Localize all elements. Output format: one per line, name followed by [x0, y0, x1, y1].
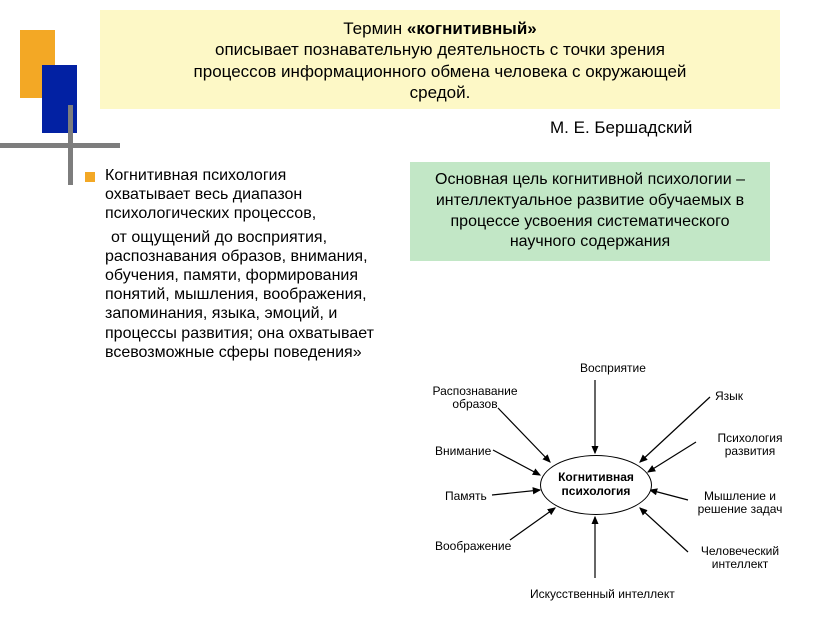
node-label-ai: Искусственный интеллект [530, 588, 675, 601]
arrow-human-int [640, 508, 688, 552]
node-label-human-int: Человеческий интеллект [690, 545, 790, 571]
diagram-hub: Когнитивная психология [540, 455, 652, 515]
node-label-devpsy: Психология развития [700, 432, 800, 458]
header-line1-bold: «когнитивный» [407, 19, 537, 38]
deco-crossbar-vertical [68, 105, 73, 185]
arrow-thinking [650, 490, 688, 500]
bullet-icon [85, 172, 95, 182]
arrow-recognition [498, 408, 550, 462]
arrow-attention [493, 450, 540, 475]
green-goal-box: Основная цель когнитивной психологии – и… [410, 162, 770, 261]
node-label-language: Язык [715, 390, 743, 403]
left-paragraph-2: от ощущений до восприятия, распознавания… [105, 228, 375, 362]
author-attribution: М. Е. Бершадский [550, 118, 692, 138]
header-line3: процессов информационного обмена человек… [120, 61, 760, 82]
left-paragraph-1: Когнитивная психология охватывает весь д… [105, 166, 375, 224]
header-line1-prefix: Термин [343, 19, 407, 38]
header-definition-box: Термин «когнитивный» описывает познавате… [100, 10, 780, 109]
node-label-imagination: Воображение [435, 540, 511, 553]
cognitive-psychology-diagram: Когнитивная психология Восприятие Распозн… [390, 350, 800, 610]
node-label-attention: Внимание [435, 445, 491, 458]
node-label-perception: Восприятие [580, 362, 646, 375]
node-label-memory: Память [445, 490, 487, 503]
arrow-memory [492, 490, 540, 495]
node-label-thinking: Мышление и решение задач [690, 490, 790, 516]
node-label-recognition: Распознавание образов [425, 385, 525, 411]
deco-crossbar-horizontal [0, 143, 120, 148]
green-box-text: Основная цель когнитивной психологии – и… [435, 171, 745, 250]
arrow-imagination [510, 508, 555, 540]
header-line2: описывает познавательную деятельность с … [120, 39, 760, 60]
left-text-block: Когнитивная психология охватывает весь д… [105, 166, 375, 366]
arrow-devpsy [648, 442, 696, 472]
diagram-hub-label: Когнитивная психология [541, 471, 651, 499]
header-line4: средой. [120, 82, 760, 103]
